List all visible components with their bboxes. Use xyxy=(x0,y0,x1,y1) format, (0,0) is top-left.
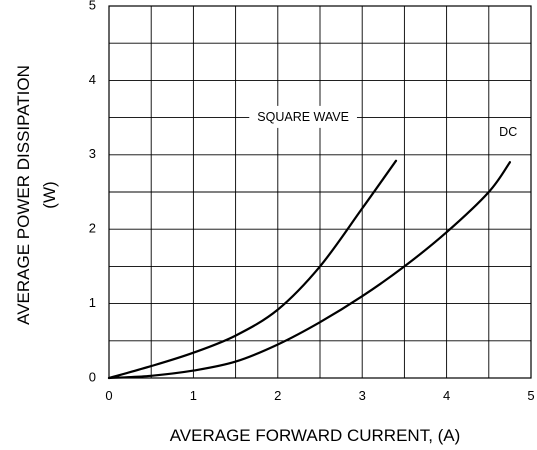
plot-frame xyxy=(108,5,532,379)
x-axis-title: AVERAGE FORWARD CURRENT, (A) xyxy=(170,426,461,445)
x-tick-label: 3 xyxy=(359,388,366,403)
x-tick-labels: 0 1 2 3 4 5 xyxy=(105,388,534,403)
y-axis-title-line1: AVERAGE POWER DISSIPATION xyxy=(14,65,33,325)
series-label-dc: DC xyxy=(499,125,517,139)
series-label-background xyxy=(491,120,526,143)
chart-grid xyxy=(109,6,531,378)
y-tick-label: 5 xyxy=(89,0,96,12)
series-label-square-wave: SQUARE WAVE xyxy=(257,110,349,124)
x-tick-label: 0 xyxy=(105,388,112,403)
x-tick-label: 1 xyxy=(190,388,197,403)
series-label-background xyxy=(249,105,357,128)
x-tick-label: 2 xyxy=(274,388,281,403)
y-tick-label: 4 xyxy=(89,72,96,87)
x-tick-label: 5 xyxy=(527,388,534,403)
y-axis-title-line2: (W) xyxy=(40,181,59,208)
series-line-dc xyxy=(107,161,511,380)
y-tick-labels: 0 1 2 3 4 5 xyxy=(89,0,96,384)
series-annotations: SQUARE WAVE DC xyxy=(249,105,526,143)
x-tick-label: 4 xyxy=(443,388,450,403)
chart-series xyxy=(107,159,511,380)
y-tick-label: 3 xyxy=(89,146,96,161)
y-tick-label: 2 xyxy=(89,221,96,236)
y-tick-label: 1 xyxy=(89,295,96,310)
y-tick-label: 0 xyxy=(89,369,96,384)
series-line-square-wave xyxy=(107,159,398,380)
